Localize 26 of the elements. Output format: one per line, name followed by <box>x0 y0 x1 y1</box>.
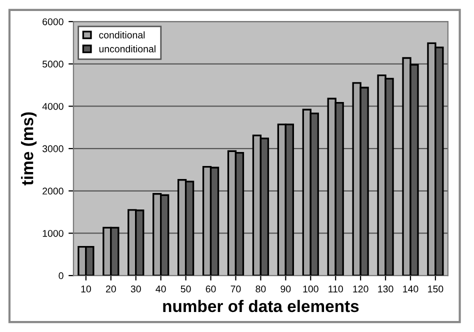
x-tick-label: 30 <box>130 286 141 292</box>
x-tick-label: 60 <box>206 286 216 292</box>
x-tick-label: 140 <box>403 286 418 292</box>
y-tick-label: 1000 <box>42 230 64 237</box>
y-tick-label: 5000 <box>42 60 64 68</box>
x-tick-label: 50 <box>180 286 191 292</box>
legend-label: conditional <box>99 31 145 38</box>
x-tick-label: 80 <box>256 286 266 292</box>
x-axis-title: number of data elements <box>163 300 359 312</box>
x-tick-label: 40 <box>156 286 166 292</box>
x-tick-label: 110 <box>328 286 343 292</box>
x-tick-label: 90 <box>280 286 291 292</box>
x-tick-label: 100 <box>303 286 318 292</box>
x-tick-label: 10 <box>81 286 91 292</box>
y-axis-title: time (ms) <box>21 112 37 186</box>
y-tick-label: 0 <box>58 272 64 280</box>
y-tick-label: 3000 <box>42 145 64 152</box>
y-tick-label: 6000 <box>42 18 64 26</box>
y-tick-label: 4000 <box>42 102 64 110</box>
y-tick-label: 2000 <box>42 188 64 195</box>
x-tick-label: 20 <box>106 286 116 292</box>
x-tick-label: 130 <box>378 286 394 292</box>
x-tick-label: 120 <box>353 286 368 292</box>
x-tick-label: 70 <box>230 286 241 292</box>
x-tick-label: 150 <box>428 286 444 292</box>
legend-label: unconditional <box>99 45 156 52</box>
